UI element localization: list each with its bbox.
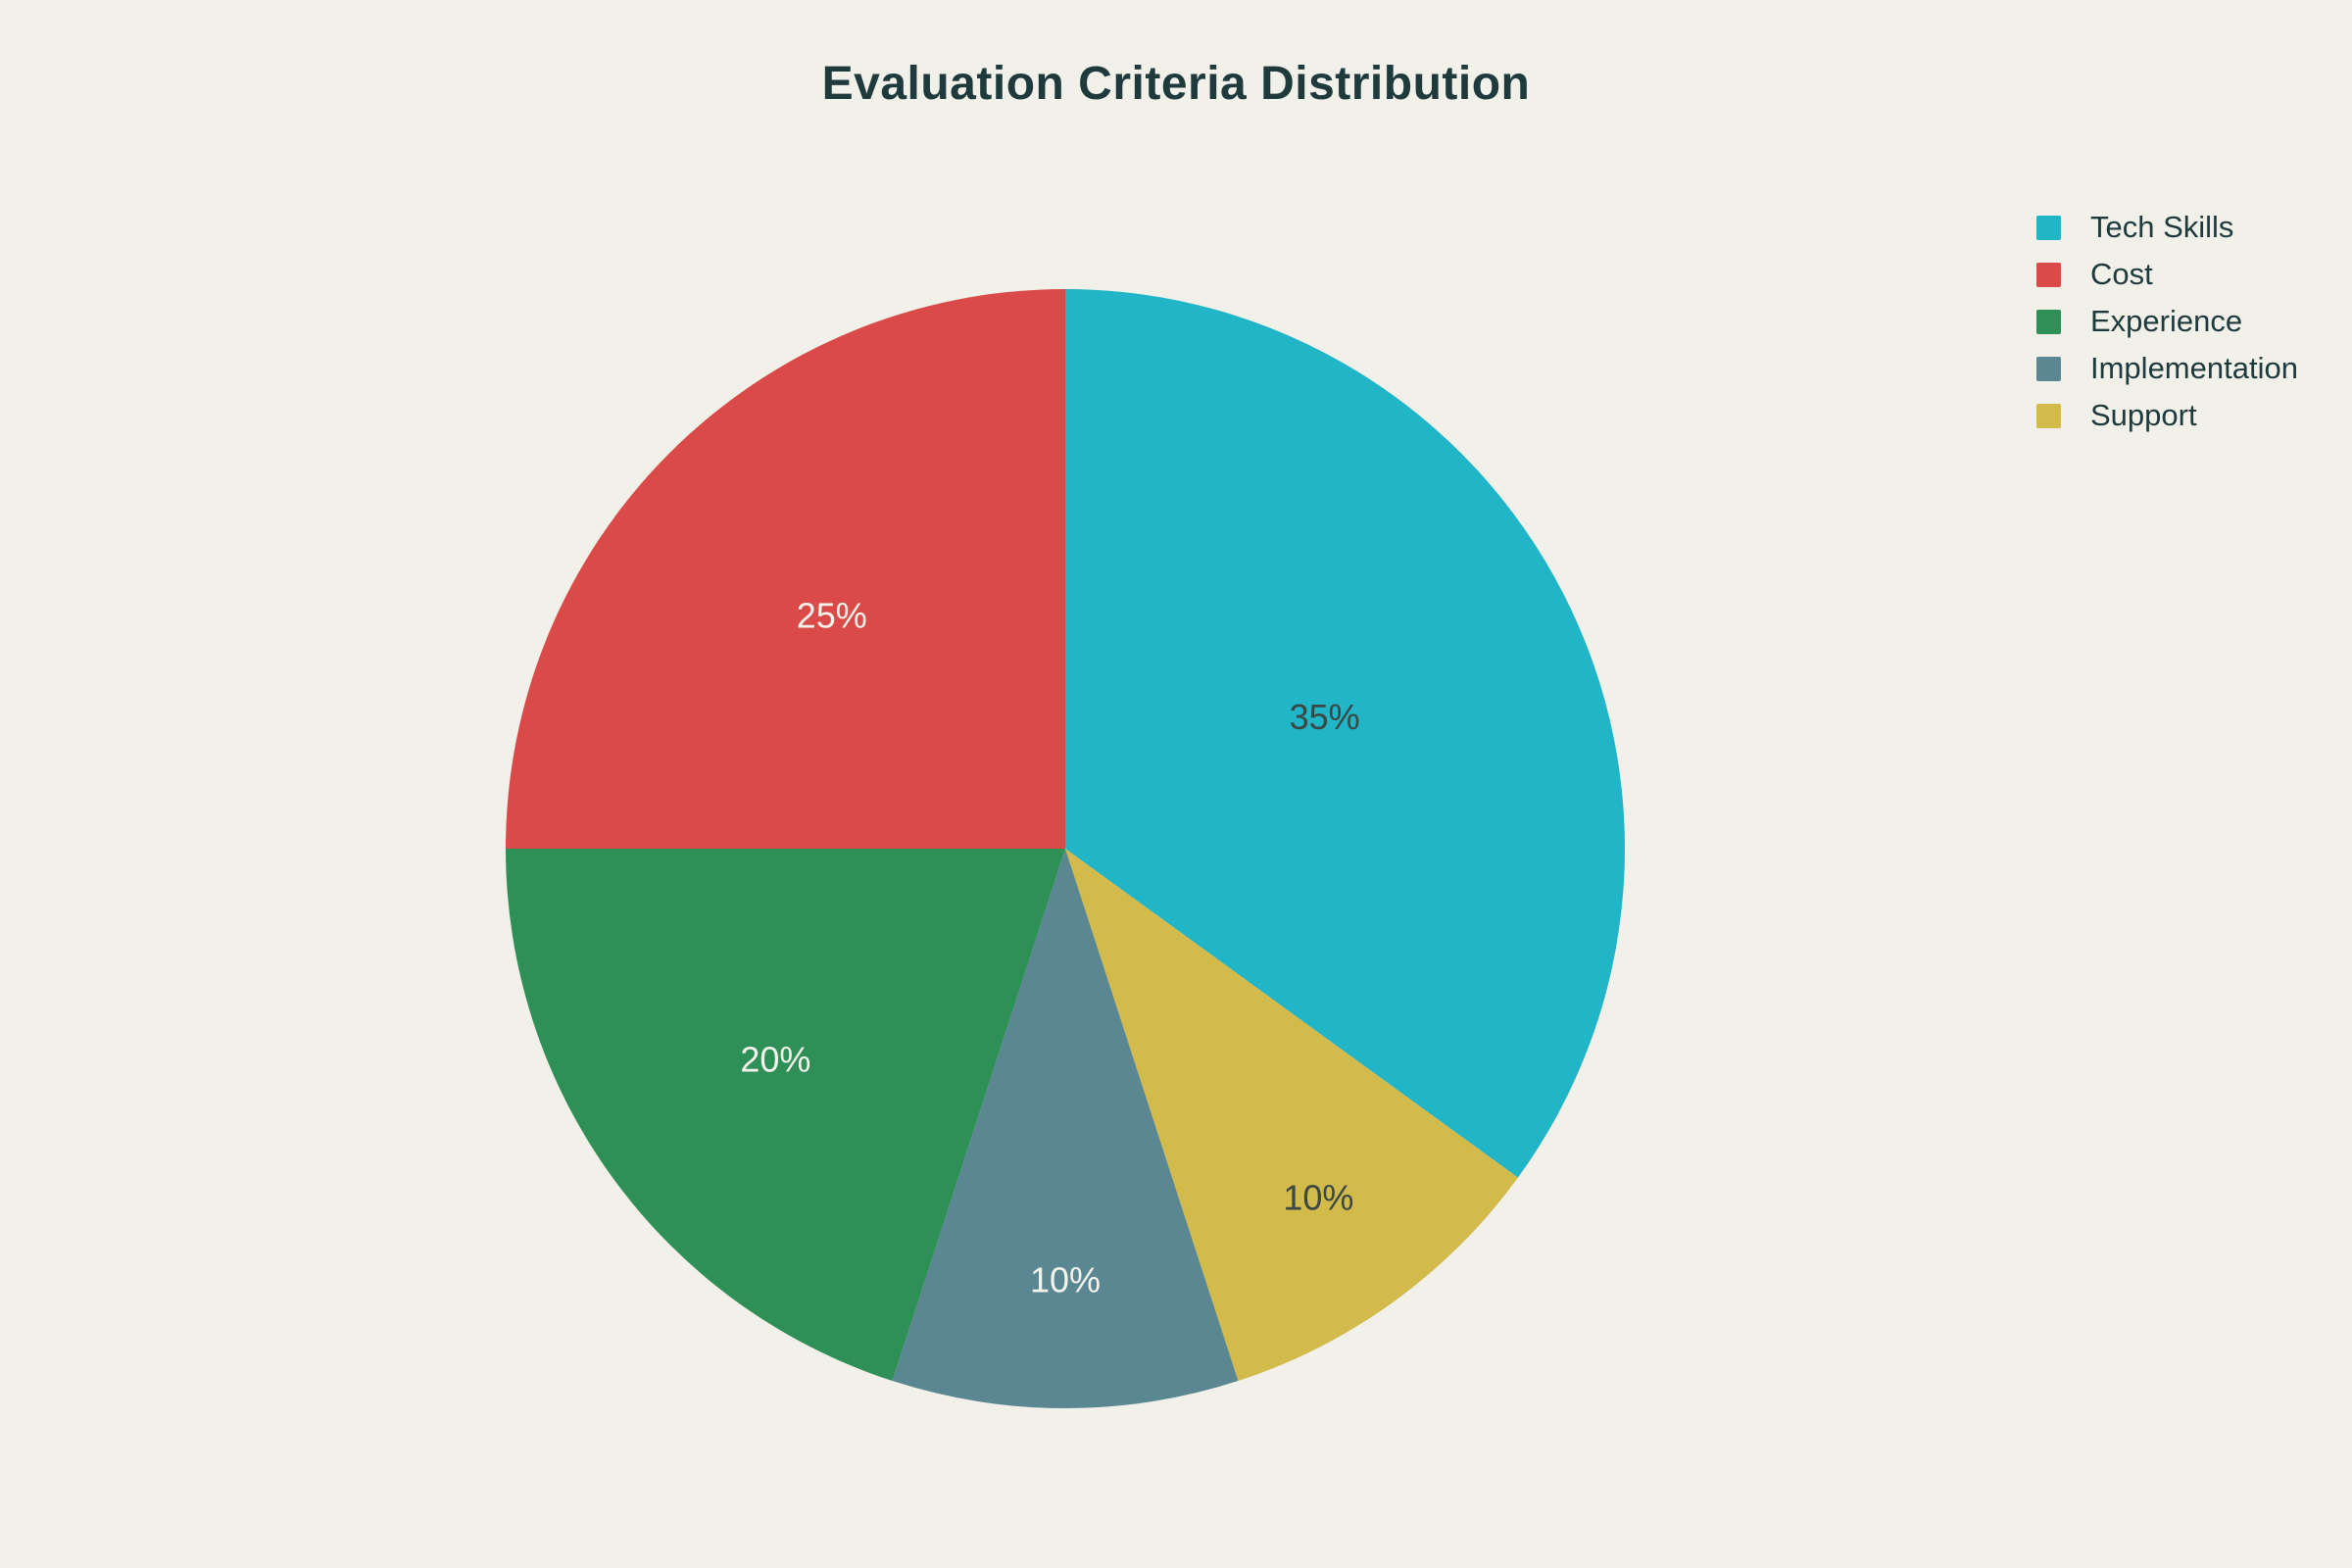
pie-slice-label-support: 10%	[1283, 1177, 1353, 1217]
pie-slice-label-tech-skills: 35%	[1290, 697, 1360, 737]
pie-slice-label-experience: 20%	[740, 1039, 810, 1079]
legend-item-implementation[interactable]: Implementation	[2036, 345, 2298, 392]
legend-marker-cost	[2036, 262, 2061, 287]
legend-item-support[interactable]: Support	[2036, 392, 2298, 439]
legend-marker-support	[2036, 403, 2061, 428]
legend-item-cost[interactable]: Cost	[2036, 251, 2298, 298]
legend-label-tech-skills: Tech Skills	[2090, 210, 2234, 244]
legend-label-support: Support	[2090, 398, 2197, 432]
legend-marker-experience	[2036, 309, 2061, 334]
pie-slice-cost[interactable]	[506, 289, 1065, 849]
pie-slice-implementation[interactable]	[892, 849, 1239, 1408]
legend-label-experience: Experience	[2090, 304, 2243, 338]
pie-slice-support[interactable]	[1065, 849, 1518, 1382]
legend-item-experience[interactable]: Experience	[2036, 298, 2298, 345]
legend-marker-tech-skills	[2036, 215, 2061, 240]
legend-label-implementation: Implementation	[2090, 351, 2298, 385]
legend-item-tech-skills[interactable]: Tech Skills	[2036, 204, 2298, 251]
chart-title: Evaluation Criteria Distribution	[821, 58, 1531, 110]
legend-marker-implementation	[2036, 356, 2061, 381]
pie-slice-label-implementation: 10%	[1030, 1259, 1101, 1299]
legend: Tech Skills Cost Experience Implementation S…	[2036, 204, 2298, 439]
pie-slice-experience[interactable]	[506, 849, 1065, 1382]
pie-slice-tech-skills[interactable]	[1065, 289, 1626, 1178]
legend-label-cost: Cost	[2090, 257, 2153, 291]
pie-slice-label-cost: 25%	[797, 595, 867, 635]
